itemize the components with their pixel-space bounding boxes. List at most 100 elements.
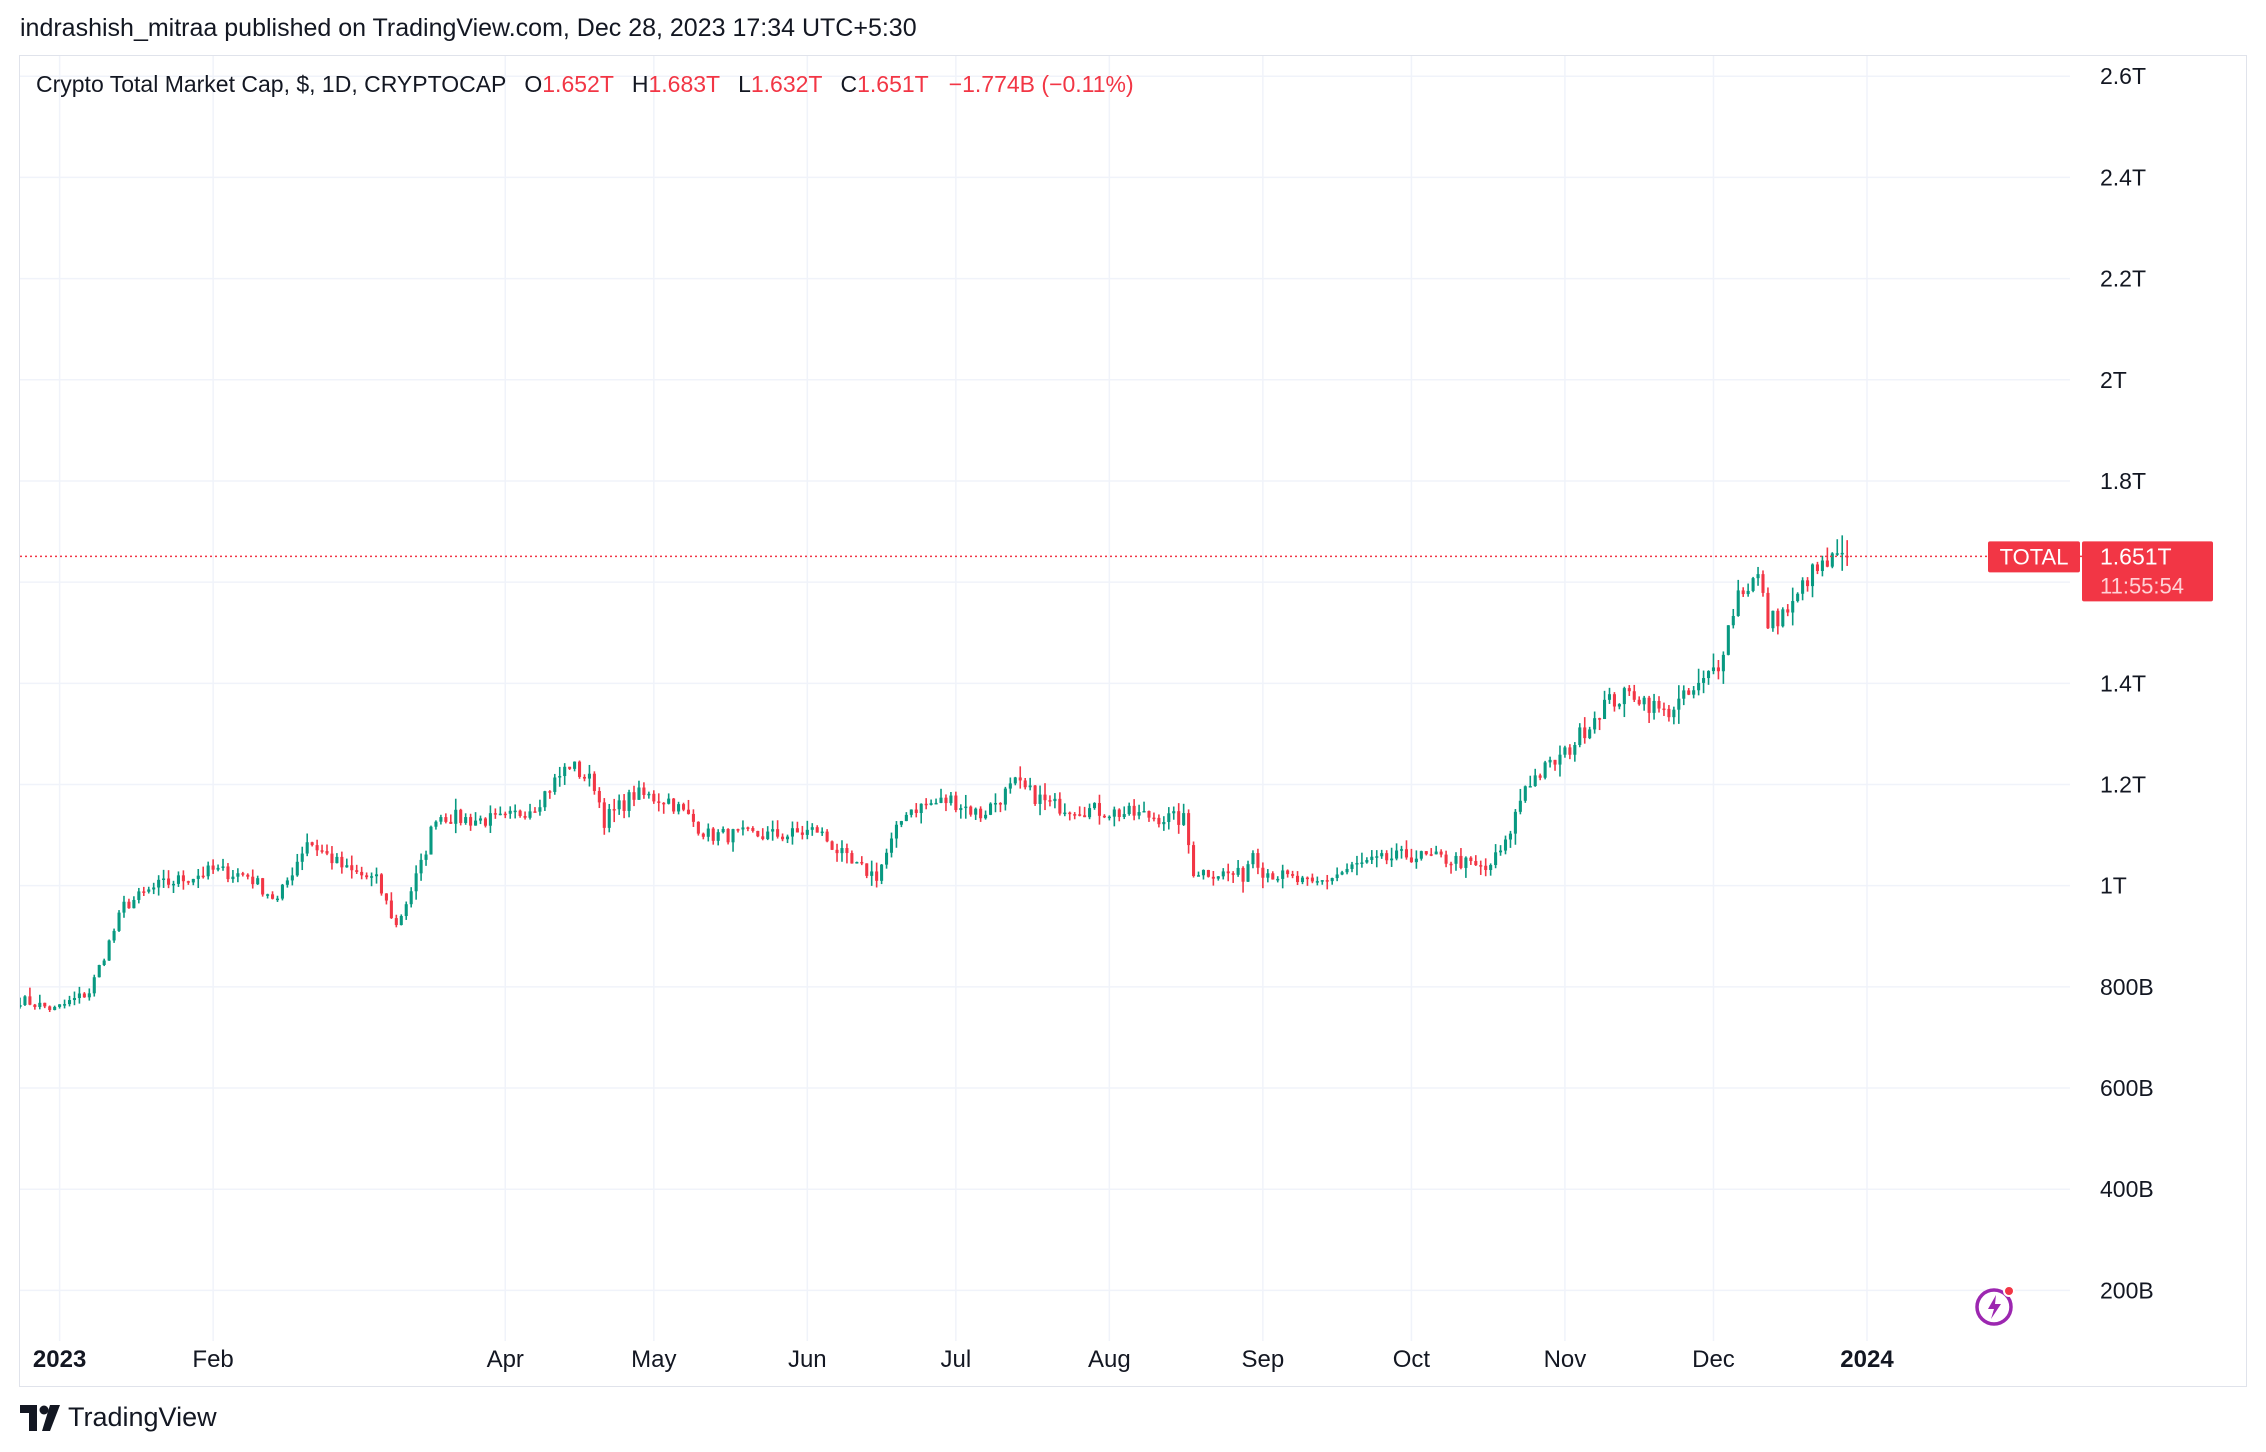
candle-body — [1548, 759, 1552, 763]
candle-body — [345, 865, 349, 868]
candle-body — [374, 874, 379, 877]
candle-body — [1454, 855, 1458, 864]
candle-body — [944, 797, 948, 804]
candle-body — [290, 875, 294, 881]
chart-pane[interactable]: 2.6T2.4T2.2T2T1.8T1.6T1.4T1.2T1T800B600B… — [19, 55, 2247, 1387]
candle-body — [681, 804, 686, 810]
candle-body — [127, 901, 131, 909]
candle-body — [1286, 870, 1290, 875]
candle-body — [97, 965, 101, 978]
candle-body — [751, 828, 755, 831]
candle-body — [1335, 874, 1339, 879]
candle-body — [379, 874, 384, 894]
candle-body — [23, 996, 27, 1006]
candle-body — [1370, 856, 1374, 861]
candle-body — [102, 960, 106, 966]
candlestick-chart[interactable]: 2.6T2.4T2.2T2T1.8T1.6T1.4T1.2T1T800B600B… — [20, 56, 2248, 1388]
candle-body — [1513, 811, 1517, 834]
candle-body — [399, 916, 403, 926]
candle-body — [1177, 811, 1181, 825]
candle-body — [1073, 814, 1077, 816]
candle-body — [107, 940, 111, 961]
candle-body — [1092, 803, 1097, 809]
candle-body — [360, 871, 364, 876]
candle-body — [246, 874, 250, 877]
y-tick-label: 2.6T — [2100, 63, 2146, 89]
brand-name: TradingView — [68, 1402, 217, 1432]
candle-body — [1236, 867, 1240, 875]
candle-body — [469, 817, 473, 826]
candle-body — [1038, 794, 1042, 804]
candle-body — [632, 792, 636, 800]
candle-body — [1192, 845, 1196, 877]
candle-body — [449, 821, 453, 824]
candle-body — [1375, 856, 1379, 858]
candle-body — [231, 876, 235, 880]
candle-body — [860, 862, 864, 864]
candle-body — [488, 813, 492, 826]
candle-body — [582, 776, 587, 779]
candle-body — [949, 795, 953, 804]
candle-body — [112, 930, 116, 941]
candle-body — [1226, 871, 1230, 874]
candle-body — [444, 817, 448, 822]
y-tick-label: 800B — [2100, 974, 2154, 1000]
candle-body — [1662, 708, 1666, 711]
candle-body — [1682, 690, 1686, 699]
candle-body — [483, 818, 487, 826]
candle-body — [1112, 809, 1116, 817]
candle-body — [573, 761, 577, 769]
candle-body — [48, 1006, 52, 1011]
candle-body — [1573, 745, 1577, 755]
candle-body — [587, 773, 591, 779]
candle-body — [1033, 785, 1037, 804]
candle-body — [1484, 865, 1488, 870]
candle-body — [1127, 805, 1131, 815]
candle-body — [652, 793, 656, 802]
candle-body — [1300, 877, 1305, 883]
candle-body — [1687, 690, 1691, 695]
candle-body — [478, 818, 483, 821]
candle-body — [1538, 775, 1542, 778]
candle-body — [677, 804, 681, 812]
candle-body — [300, 853, 304, 862]
candle-body — [1390, 858, 1394, 861]
candle-body — [513, 810, 517, 813]
candle-body — [1399, 849, 1404, 851]
candle-body — [330, 853, 334, 864]
candle-body — [830, 841, 834, 850]
candle-body — [1756, 574, 1760, 579]
candle-body — [305, 842, 309, 854]
candle-body — [726, 828, 730, 843]
candle-body — [176, 875, 180, 884]
candle-body — [657, 801, 661, 803]
candle-body — [939, 797, 943, 803]
candle-body — [137, 891, 141, 900]
tradingview-brand[interactable]: TradingView — [20, 1402, 217, 1433]
candle-body — [781, 836, 785, 840]
candle-body — [1637, 699, 1641, 705]
symbol-title[interactable]: Crypto Total Market Cap, $, 1D, CRYPTOCA… — [36, 71, 506, 97]
candle-body — [810, 827, 814, 830]
candle-body — [1731, 615, 1735, 626]
tradingview-logo-icon — [20, 1404, 60, 1431]
candle-body — [350, 865, 354, 871]
x-tick-label: Oct — [1393, 1346, 1431, 1373]
candle-body — [1815, 564, 1819, 571]
candle-body — [800, 832, 804, 835]
candle-body — [1692, 690, 1696, 695]
candle-body — [147, 889, 151, 892]
flash-bolt-icon[interactable] — [1974, 1283, 2018, 1327]
candle-body — [221, 866, 225, 868]
candle-body — [662, 802, 666, 805]
candle-body — [1751, 578, 1755, 591]
candle-body — [53, 1006, 57, 1011]
candle-body — [1231, 873, 1235, 875]
candle-body — [667, 798, 671, 804]
candle-body — [1137, 812, 1141, 816]
candle-body — [979, 808, 983, 819]
candle-body — [1543, 762, 1547, 778]
candle-body — [196, 875, 200, 879]
candle-body — [523, 815, 527, 818]
candle-body — [736, 829, 740, 831]
